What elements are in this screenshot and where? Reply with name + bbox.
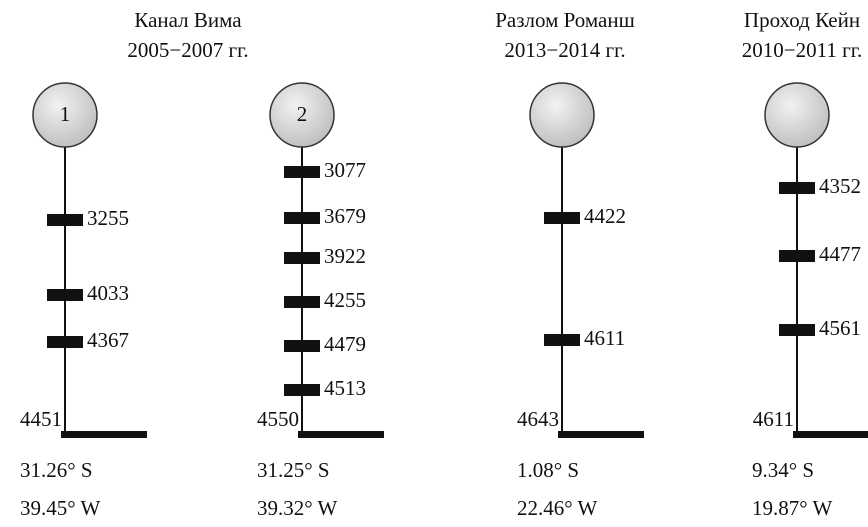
instrument	[284, 166, 320, 178]
instrument-depth: 4033	[87, 281, 129, 305]
bottom-depth: 4550	[257, 407, 299, 431]
buoy	[529, 82, 595, 148]
latitude: 1.08° S	[517, 458, 579, 482]
instrument	[284, 340, 320, 352]
instrument-depth: 4367	[87, 328, 129, 352]
instrument-depth: 4352	[819, 174, 861, 198]
instrument	[284, 212, 320, 224]
instrument	[284, 296, 320, 308]
instrument-depth: 4422	[584, 204, 626, 228]
instrument-depth: 4611	[584, 326, 625, 350]
anchor	[298, 431, 384, 438]
latitude: 9.34° S	[752, 458, 814, 482]
instrument	[284, 384, 320, 396]
group-title: Разлом Романш	[495, 8, 635, 32]
group-title: Проход Кейн	[744, 8, 860, 32]
latitude: 31.25° S	[257, 458, 330, 482]
instrument-depth: 3679	[324, 204, 366, 228]
anchor	[61, 431, 147, 438]
instrument-depth: 4479	[324, 332, 366, 356]
anchor	[793, 431, 868, 438]
instrument-depth: 4255	[324, 288, 366, 312]
instrument-depth: 4513	[324, 376, 366, 400]
buoy	[269, 82, 335, 148]
buoy-label: 2	[297, 102, 308, 126]
instrument	[779, 324, 815, 336]
instrument	[779, 182, 815, 194]
group-period: 2010−2011 гг.	[742, 38, 862, 62]
instrument-depth: 4477	[819, 242, 861, 266]
latitude: 31.26° S	[20, 458, 93, 482]
instrument	[47, 289, 83, 301]
instrument-depth: 3255	[87, 206, 129, 230]
instrument	[779, 250, 815, 262]
bottom-depth: 4611	[753, 407, 794, 431]
bottom-depth: 4451	[20, 407, 62, 431]
instrument	[544, 334, 580, 346]
longitude: 39.45° W	[20, 496, 101, 520]
buoy-label: 1	[60, 102, 71, 126]
longitude: 22.46° W	[517, 496, 598, 520]
instrument	[47, 336, 83, 348]
bottom-depth: 4643	[517, 407, 559, 431]
longitude: 39.32° W	[257, 496, 338, 520]
group-period: 2005−2007 гг.	[127, 38, 248, 62]
instrument	[544, 212, 580, 224]
longitude: 19.87° W	[752, 496, 833, 520]
instrument-depth: 3922	[324, 244, 366, 268]
group-period: 2013−2014 гг.	[504, 38, 625, 62]
instrument	[284, 252, 320, 264]
instrument-depth: 3077	[324, 158, 366, 182]
buoy	[764, 82, 830, 148]
instrument-depth: 4561	[819, 316, 861, 340]
anchor	[558, 431, 644, 438]
instrument	[47, 214, 83, 226]
buoy	[32, 82, 98, 148]
group-title: Канал Вима	[134, 8, 242, 32]
